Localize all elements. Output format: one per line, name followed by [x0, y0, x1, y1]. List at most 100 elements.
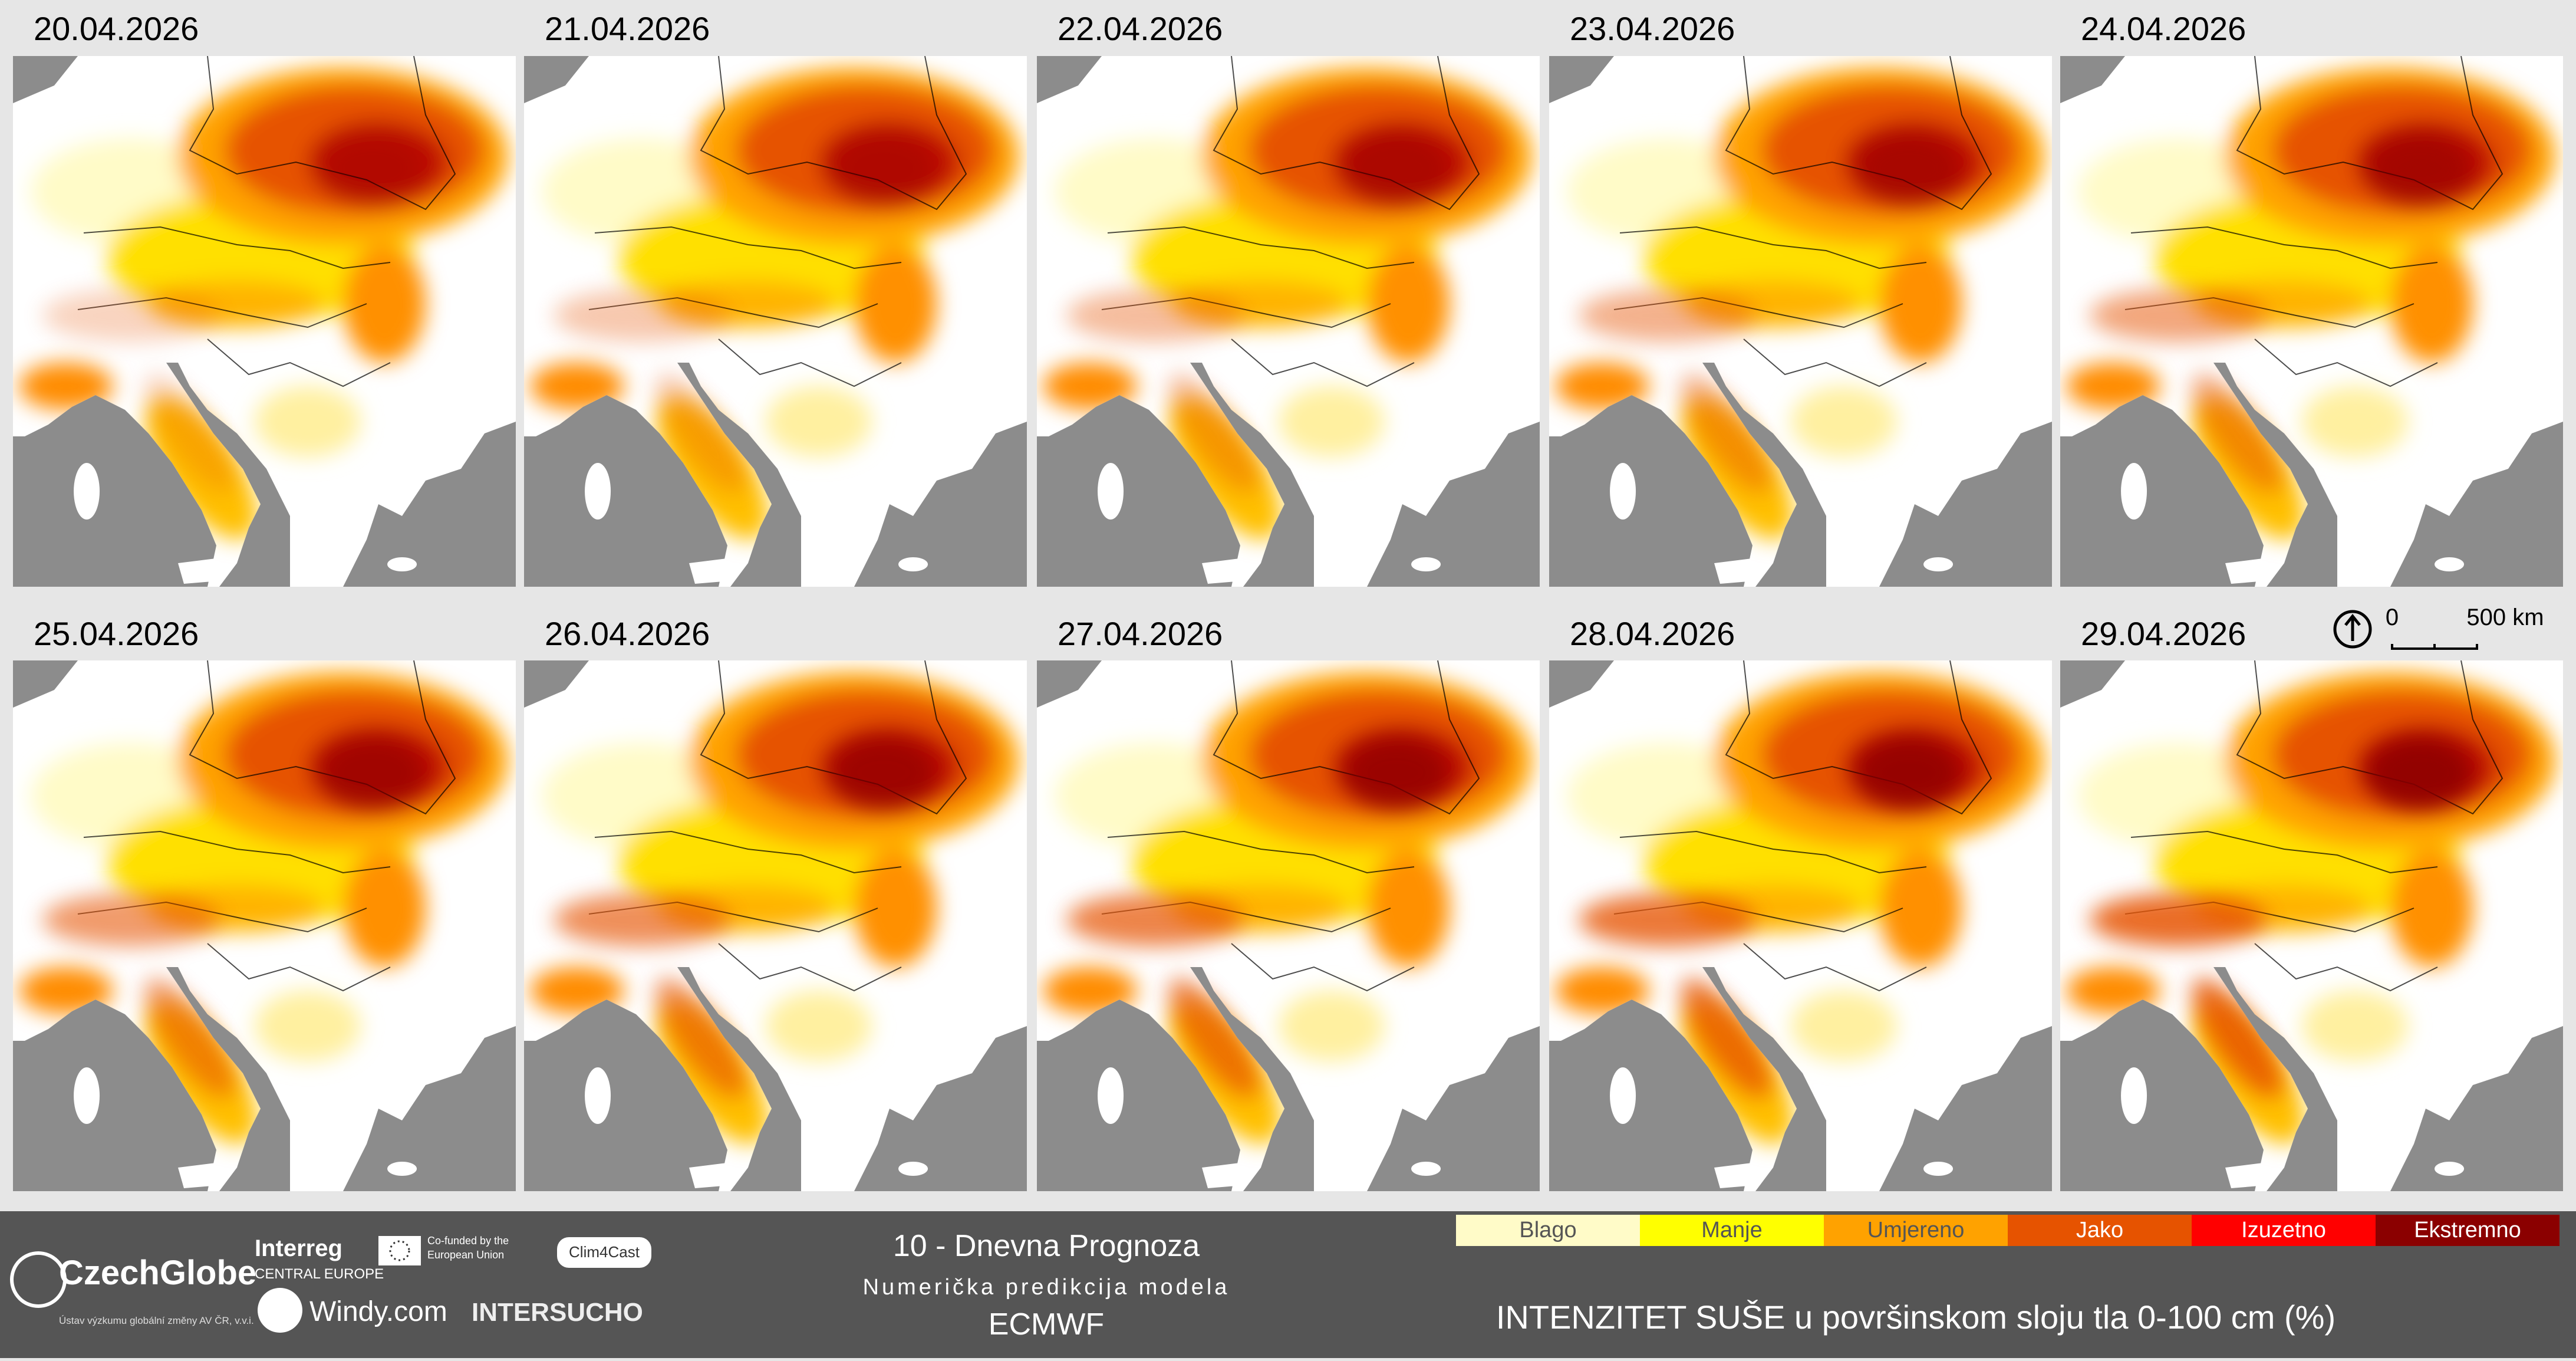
extreme-area	[831, 737, 937, 808]
czechglobe-icon	[10, 1251, 67, 1308]
italy-area	[1168, 978, 1259, 1097]
intensity-overlay	[1579, 737, 1962, 1097]
alps-area	[1066, 289, 1243, 342]
forecast-panel: 21.04.2026	[524, 10, 1027, 587]
panel-date: 28.04.2026	[1570, 615, 1735, 652]
extreme-area	[319, 737, 426, 808]
panels: 20.04.2026 21.04.2026 22.04.2026 23.04.2026…	[13, 10, 2563, 1191]
legend-swatch	[1456, 1215, 1640, 1246]
alps-area	[42, 289, 219, 342]
forecast-panel: 22.04.2026	[1037, 10, 1540, 587]
alps-area	[2090, 289, 2267, 342]
intensity-overlay	[42, 737, 426, 1097]
north-arrow	[2333, 610, 2372, 649]
intensity-overlay	[2090, 133, 2473, 493]
italy-area	[144, 374, 235, 493]
intensity-overlay	[1579, 133, 1962, 493]
legend-label: Manje	[1701, 1218, 1763, 1242]
extreme-area	[831, 133, 937, 203]
forecast-panel: 27.04.2026	[1037, 615, 1540, 1191]
legend-swatch	[2008, 1215, 2192, 1246]
drought-map	[2060, 56, 2563, 587]
forecast-model: ECMWF	[989, 1307, 1104, 1342]
panel-date: 29.04.2026	[2081, 615, 2246, 652]
scale-bar: 0 500 km	[2333, 604, 2544, 650]
windy-logo: Windy.com	[309, 1296, 447, 1327]
forecast-panel: 25.04.2026	[13, 615, 516, 1191]
panel-date: 20.04.2026	[34, 10, 199, 47]
logos: CzechGlobe Ústav výzkumu globální změny …	[10, 1235, 651, 1333]
forecast-panel: 26.04.2026	[524, 615, 1027, 1191]
legend-swatch	[1824, 1215, 2008, 1246]
panel-date: 26.04.2026	[545, 615, 710, 652]
scale-end: 500 km	[2466, 604, 2544, 630]
extreme-area	[319, 133, 426, 203]
eu-stars	[389, 1240, 410, 1261]
czechglobe-logo: CzechGlobe	[59, 1254, 256, 1292]
clim4cast-logo: Clim4Cast	[569, 1243, 640, 1261]
alps-area	[554, 893, 730, 946]
legend: Blago Manje Umjereno Jako Izuzetno Ekstremno	[1456, 1215, 2559, 1246]
extreme-area	[1856, 737, 1962, 808]
intensity-overlay	[42, 133, 426, 493]
drought-map	[524, 660, 1027, 1191]
eu-text-box: Co-funded by the European Union	[427, 1235, 509, 1261]
legend-label: Ekstremno	[2414, 1218, 2521, 1242]
czechglobe-sub: Ústav výzkumu globální změny AV ČR, v.v.…	[59, 1315, 254, 1326]
extreme-area	[1856, 133, 1962, 203]
drought-map	[1549, 56, 2052, 587]
north-arrow-head	[2344, 613, 2361, 641]
italy-area	[2192, 374, 2282, 493]
intensity-overlay	[554, 133, 937, 493]
forecast-panel: 20.04.2026	[13, 10, 516, 587]
legend-label: Blago	[1519, 1218, 1576, 1242]
panel-date: 21.04.2026	[545, 10, 710, 47]
forecast-panel: 24.04.2026	[2060, 10, 2563, 587]
interreg-sub: CENTRAL EUROPE	[255, 1266, 384, 1282]
forecast-panel: 28.04.2026	[1549, 615, 2052, 1191]
forecast-title: 10 - Dnevna Prognoza	[893, 1229, 1200, 1263]
extreme-area	[2367, 737, 2473, 808]
scale-line	[2391, 644, 2478, 650]
italy-area	[1681, 374, 1771, 493]
legend-title: INTENZITET SUŠE u površinskom sloju tla …	[1496, 1298, 2335, 1336]
drought-map	[1037, 660, 1540, 1191]
panel-date: 24.04.2026	[2081, 10, 2246, 47]
panel-date: 23.04.2026	[1570, 10, 1735, 47]
extreme-area	[1343, 737, 1450, 808]
italy-area	[2192, 978, 2282, 1097]
intensity-overlay	[554, 737, 937, 1097]
italy-area	[144, 978, 235, 1097]
forecast-subtitle: Numerička predikcija modela	[863, 1275, 1230, 1300]
intersucho-logo: INTERSUCHO	[472, 1298, 643, 1327]
interreg-logo: Interreg	[255, 1235, 342, 1261]
eu-logo: Co-funded by the European Union	[427, 1235, 509, 1261]
drought-map	[1549, 660, 2052, 1191]
alps-area	[1066, 893, 1243, 946]
panel-date: 22.04.2026	[1058, 10, 1223, 47]
legend-swatch	[1640, 1215, 1824, 1246]
clim4cast-badge	[557, 1237, 651, 1268]
alps-area	[554, 289, 730, 342]
alps-area	[1579, 893, 1755, 946]
windy-icon	[258, 1288, 302, 1333]
italy-area	[655, 978, 746, 1097]
alps-area	[2090, 893, 2267, 946]
legend-label: Umjereno	[1867, 1218, 1965, 1242]
italy-area	[1168, 374, 1259, 493]
italy-area	[655, 374, 746, 493]
drought-map	[1037, 56, 1540, 587]
extreme-area	[1343, 133, 1450, 203]
alps-area	[42, 893, 219, 946]
intensity-overlay	[1066, 737, 1450, 1097]
panel-date: 25.04.2026	[34, 615, 199, 652]
forecast-panel: 29.04.2026	[2060, 615, 2563, 1191]
forecast-panel: 23.04.2026	[1549, 10, 2052, 587]
intensity-overlay	[2090, 737, 2473, 1097]
panel-date: 27.04.2026	[1058, 615, 1223, 652]
alps-area	[1579, 289, 1755, 342]
scale-start: 0	[2386, 604, 2399, 630]
legend-swatch	[2192, 1215, 2376, 1246]
